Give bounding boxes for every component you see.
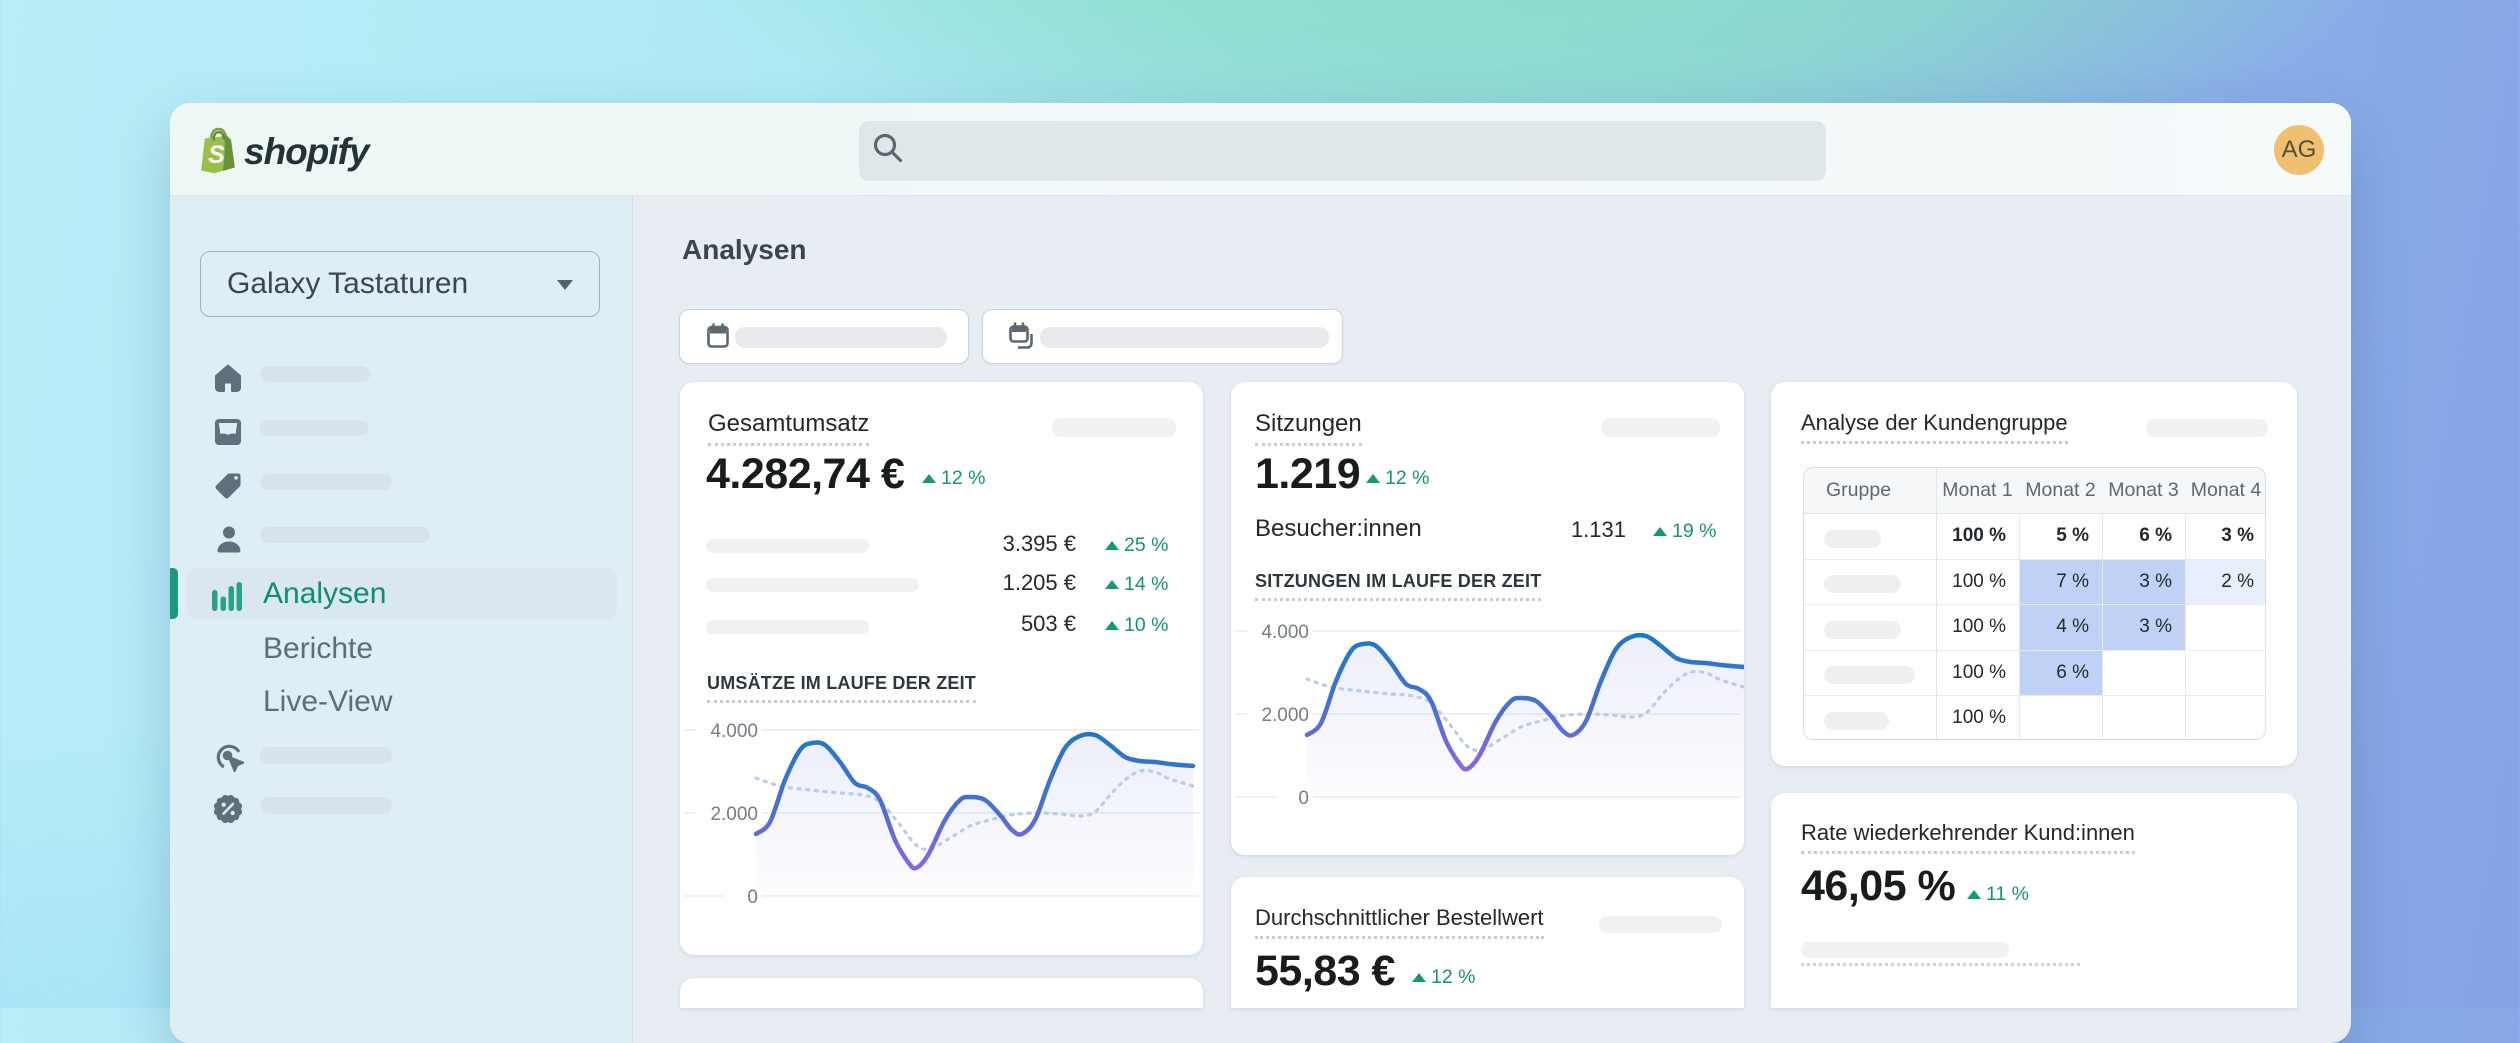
svg-text:0: 0 — [1298, 788, 1309, 809]
svg-text:0: 0 — [747, 887, 758, 908]
svg-text:4.000: 4.000 — [710, 721, 758, 742]
svg-text:S: S — [208, 141, 225, 169]
svg-text:2.000: 2.000 — [1261, 705, 1309, 726]
svg-text:4.000: 4.000 — [1261, 622, 1309, 643]
svg-text:2.000: 2.000 — [710, 804, 758, 825]
